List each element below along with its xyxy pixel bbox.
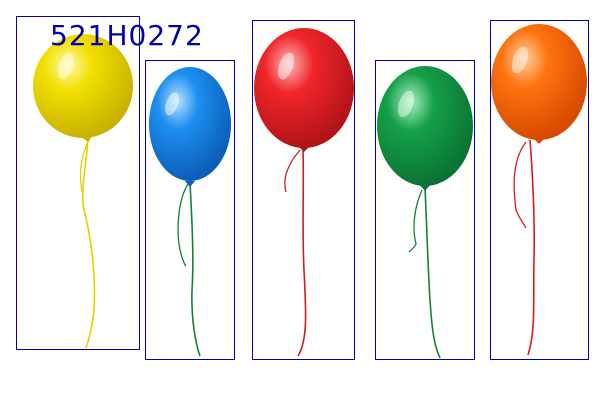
green-balloon-box [375, 60, 475, 360]
red-balloon-box [252, 20, 355, 360]
green-balloon [377, 66, 473, 359]
orange-balloon-box [490, 20, 589, 360]
annotation-boxes [16, 16, 589, 360]
yellow-balloon-box [16, 16, 140, 350]
orange-balloon [491, 24, 587, 356]
yellow-balloon [33, 34, 133, 349]
annotation-label: 521H0272 [50, 19, 204, 52]
red-balloon [254, 28, 354, 357]
blue-balloon-box [145, 60, 235, 360]
blue-balloon [149, 67, 231, 357]
